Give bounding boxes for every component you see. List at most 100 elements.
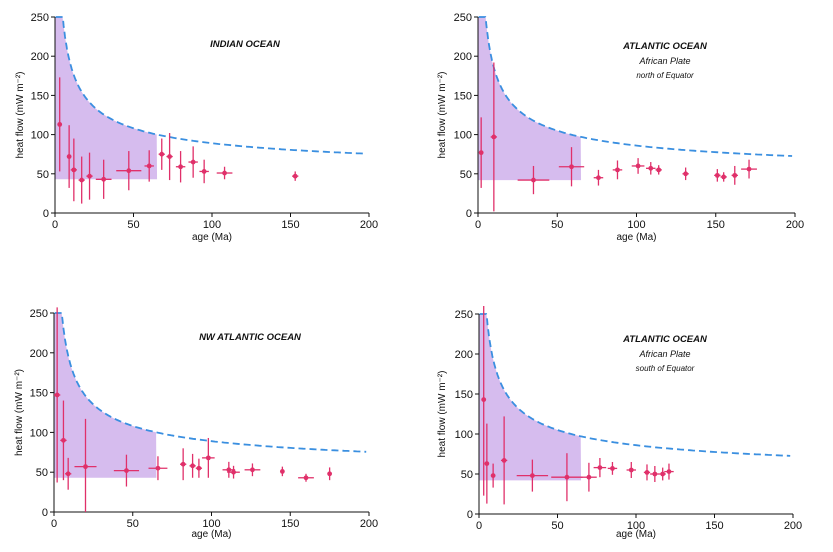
x-tick-label: 150 xyxy=(281,219,299,231)
reference-curve xyxy=(479,313,791,457)
point-marker xyxy=(201,169,207,174)
data-point xyxy=(731,165,738,185)
x-tick-label: 50 xyxy=(551,219,563,231)
data-point xyxy=(655,165,662,175)
point-marker xyxy=(564,474,570,480)
y-tick-label: 250 xyxy=(30,308,48,320)
x-tick-label: 200 xyxy=(786,219,804,231)
point-marker xyxy=(159,151,165,157)
x-tick-label: 150 xyxy=(705,520,723,532)
data-point xyxy=(631,158,645,174)
data-point xyxy=(279,466,285,477)
point-marker xyxy=(190,159,196,165)
point-marker xyxy=(732,172,738,178)
data-point xyxy=(327,467,333,481)
envelope-area xyxy=(478,17,582,181)
data-point xyxy=(175,151,186,183)
data-point xyxy=(478,117,484,188)
x-tick-label: 200 xyxy=(360,219,378,231)
point-marker xyxy=(61,437,66,443)
data-point xyxy=(714,169,721,182)
data-point xyxy=(166,133,173,181)
point-marker xyxy=(648,165,654,171)
point-marker xyxy=(635,163,641,169)
y-tick-label: 250 xyxy=(31,12,49,24)
point-marker xyxy=(126,168,132,174)
x-tick-label: 0 xyxy=(52,219,58,231)
data-point xyxy=(57,77,63,172)
point-marker xyxy=(491,134,497,140)
chart-panel-2: 0 50 100 150 200 0 50 100 150 200 250 age (Ma) heat … xyxy=(437,12,804,243)
y-tick-label: 250 xyxy=(455,309,473,321)
point-marker xyxy=(586,474,592,480)
y-tick-label: 100 xyxy=(454,130,472,142)
point-marker xyxy=(292,173,298,179)
point-marker xyxy=(57,122,63,127)
envelope-area xyxy=(55,17,158,180)
point-marker xyxy=(666,469,672,474)
point-marker xyxy=(746,166,752,172)
point-marker xyxy=(83,464,88,470)
point-marker xyxy=(484,461,490,466)
data-point xyxy=(216,166,233,180)
point-marker xyxy=(54,392,60,398)
data-point xyxy=(66,125,72,188)
data-point xyxy=(682,167,689,181)
data-point xyxy=(643,464,651,481)
data-point xyxy=(86,152,93,200)
point-marker xyxy=(303,475,309,481)
data-point xyxy=(180,448,187,481)
data-point xyxy=(664,463,674,480)
data-point xyxy=(659,467,666,481)
panel-title: ATLANTIC OCEAN xyxy=(622,334,708,345)
data-point xyxy=(199,159,209,184)
data-point xyxy=(227,465,240,479)
y-tick-label: 0 xyxy=(43,208,49,220)
panel-title: NW ATLANTIC OCEAN xyxy=(199,332,302,343)
data-point xyxy=(581,462,597,492)
y-axis-label: heat flow (mW m⁻²) xyxy=(15,72,26,159)
point-marker xyxy=(531,177,536,183)
data-point xyxy=(292,171,299,181)
x-tick-label: 100 xyxy=(203,219,221,231)
y-tick-label: 50 xyxy=(36,467,48,479)
x-tick-label: 0 xyxy=(475,219,481,231)
panel-subtitle: African Plate xyxy=(638,56,690,66)
point-marker xyxy=(231,469,236,475)
data-point xyxy=(607,462,618,475)
x-tick-label: 100 xyxy=(627,520,645,532)
y-tick-label: 200 xyxy=(30,348,48,360)
point-marker xyxy=(478,150,484,156)
data-point xyxy=(148,456,168,481)
y-axis-label: heat flow (mW m⁻²) xyxy=(437,72,448,159)
data-point xyxy=(189,453,196,478)
x-tick-label: 50 xyxy=(551,520,563,532)
reference-curve xyxy=(55,16,367,155)
panel-subtitle: north of Equator xyxy=(636,71,694,80)
data-point xyxy=(551,453,583,502)
data-point xyxy=(650,466,660,482)
data-point xyxy=(144,150,154,182)
point-marker xyxy=(190,463,196,469)
x-tick-label: 50 xyxy=(127,219,139,231)
data-point xyxy=(78,156,85,204)
point-marker xyxy=(146,163,152,169)
x-axis-label: age (Ma) xyxy=(191,529,231,540)
x-tick-label: 100 xyxy=(202,518,220,530)
point-marker xyxy=(652,471,658,477)
data-point xyxy=(490,463,496,488)
panel-title: ATLANTIC OCEAN xyxy=(622,41,708,52)
point-marker xyxy=(222,170,227,176)
point-marker xyxy=(205,455,211,461)
reference-curve xyxy=(478,16,793,157)
point-marker xyxy=(721,174,727,180)
y-tick-label: 200 xyxy=(454,51,472,63)
y-tick-label: 0 xyxy=(466,208,472,220)
point-marker xyxy=(178,164,184,170)
x-axis-label: age (Ma) xyxy=(192,232,232,243)
y-tick-label: 200 xyxy=(31,51,49,63)
x-axis-label: age (Ma) xyxy=(616,529,656,540)
data-point xyxy=(490,62,498,212)
point-marker xyxy=(87,173,92,179)
